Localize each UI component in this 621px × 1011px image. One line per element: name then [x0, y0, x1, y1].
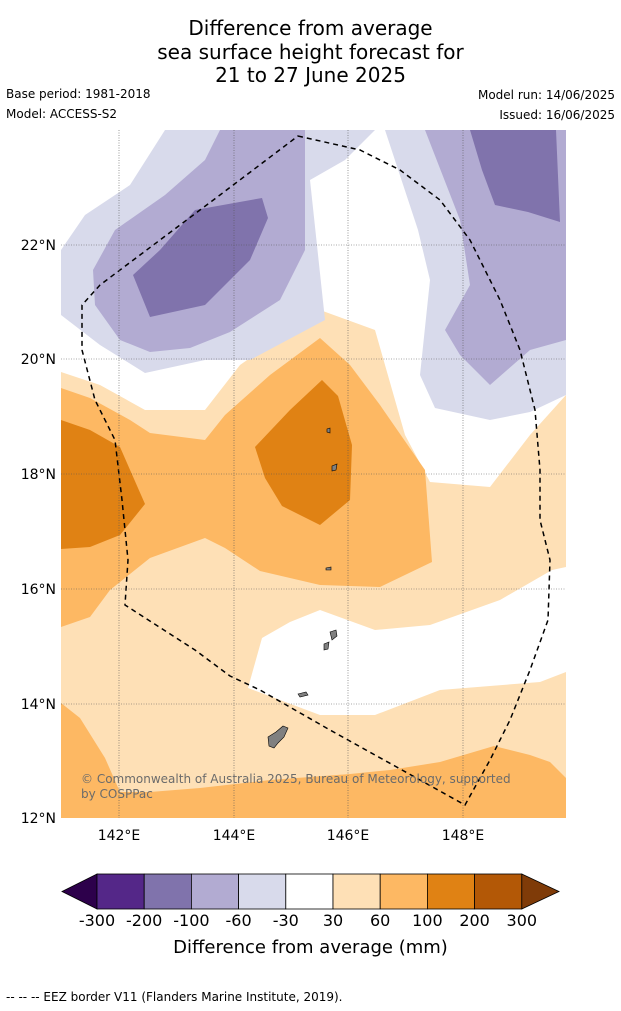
- model-name: Model: ACCESS-S2: [6, 107, 118, 121]
- colorbar-tick-label: -200: [126, 911, 163, 930]
- colorbar-swatch: [238, 873, 287, 910]
- lon-label: 142°E: [98, 828, 141, 844]
- colorbar-tick-label: -100: [173, 911, 210, 930]
- colorbar-extend-high: [521, 873, 560, 910]
- lat-label: 18°N: [21, 467, 56, 483]
- lat-label: 20°N: [21, 352, 56, 368]
- colorbar-tick-label: -30: [272, 911, 299, 930]
- lat-label: 16°N: [21, 582, 56, 598]
- colorbar-swatch: [143, 873, 192, 910]
- colorbar-tick-label: -60: [225, 911, 252, 930]
- gridlines: [61, 130, 566, 818]
- lat-label: 12°N: [21, 811, 56, 827]
- lat-label: 14°N: [21, 697, 56, 713]
- issued-date: Issued: 16/06/2025: [499, 108, 615, 122]
- colorbar-swatch: [474, 873, 523, 910]
- contour-fill: [61, 130, 566, 818]
- colorbar-tick-label: 200: [459, 911, 490, 930]
- title-line-3: 21 to 27 June 2025: [215, 63, 406, 87]
- model-run-date: Model run: 14/06/2025: [477, 88, 615, 102]
- title-line-2: sea surface height forecast for: [157, 40, 464, 64]
- eez-footnote: -- -- -- EEZ border V11 (Flanders Marine…: [6, 990, 343, 1004]
- colorbar-tick-label: 60: [370, 911, 391, 930]
- colorbar: [61, 873, 560, 910]
- colorbar-tick-label: 300: [506, 911, 538, 930]
- colorbar-tick-label: -300: [78, 911, 116, 930]
- colorbar-swatch: [379, 873, 428, 910]
- colorbar-tick-label: 30: [322, 911, 344, 930]
- lon-label: 146°E: [327, 828, 370, 844]
- colorbar-tick-label: 100: [412, 911, 443, 930]
- lon-label: 144°E: [213, 828, 256, 844]
- colorbar-title: Difference from average (mm): [173, 937, 448, 958]
- copyright-text: © Commonwealth of Australia 2025, Bureau…: [81, 772, 511, 801]
- colorbar-swatch: [96, 873, 145, 910]
- colorbar-swatch: [190, 873, 239, 910]
- colorbar-swatch: [285, 873, 334, 910]
- lat-label: 22°N: [21, 238, 56, 254]
- base-period: Base period: 1981-2018: [6, 87, 151, 101]
- latitude-labels: 22°N 20°N 18°N 16°N 14°N 12°N: [21, 238, 56, 827]
- longitude-labels: 142°E 144°E 146°E 148°E: [98, 828, 485, 844]
- colorbar-swatch: [426, 873, 475, 910]
- lon-label: 148°E: [442, 828, 485, 844]
- colorbar-swatch: [332, 873, 381, 910]
- colorbar-extend-low: [61, 873, 98, 910]
- title-line-1: Difference from average: [188, 16, 433, 40]
